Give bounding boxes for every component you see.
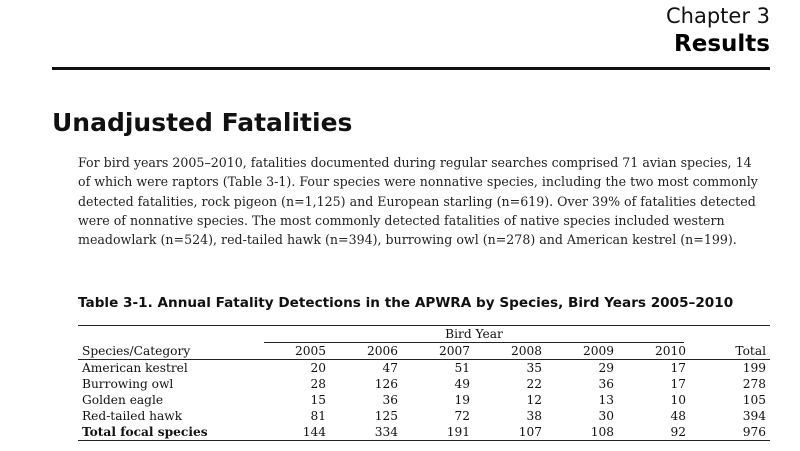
value-cell: 72 (454, 409, 470, 423)
total-cell: 278 (742, 377, 766, 391)
table-row: Burrowing owl 28 126 49 22 36 17 278 (78, 376, 770, 392)
column-header-2010: 2010 (618, 343, 690, 360)
value-cell: 30 (598, 409, 614, 423)
value-cell: 92 (618, 424, 690, 441)
value-cell: 36 (598, 377, 614, 391)
table-header-spacer (78, 325, 258, 343)
value-cell: 19 (454, 393, 470, 407)
table-row: Red-tailed hawk 81 125 72 38 30 48 394 (78, 408, 770, 424)
table-header-spacer (690, 325, 770, 343)
bird-year-group-header: Bird Year (258, 325, 690, 343)
value-cell: 47 (382, 361, 398, 375)
species-cell: Red-tailed hawk (82, 409, 183, 423)
value-cell: 334 (330, 424, 402, 441)
value-cell: 36 (382, 393, 398, 407)
species-cell: American kestrel (82, 361, 188, 375)
value-cell: 38 (526, 409, 542, 423)
column-header-species: Species/Category (78, 343, 258, 360)
total-cell: 394 (742, 409, 766, 423)
value-cell: 144 (258, 424, 330, 441)
value-cell: 49 (454, 377, 470, 391)
total-cell: 976 (690, 424, 770, 441)
value-cell: 51 (454, 361, 470, 375)
column-header-2005: 2005 (258, 343, 330, 360)
value-cell: 28 (310, 377, 326, 391)
value-cell: 12 (526, 393, 542, 407)
species-cell: Burrowing owl (82, 377, 174, 391)
column-header-2009: 2009 (546, 343, 618, 360)
value-cell: 126 (374, 377, 398, 391)
value-cell: 13 (598, 393, 614, 407)
table-total-row: Total focal species 144 334 191 107 108 … (78, 424, 770, 441)
section-heading: Unadjusted Fatalities (52, 108, 353, 137)
chapter-title: Results (674, 31, 770, 57)
value-cell: 108 (546, 424, 618, 441)
column-header-2007: 2007 (402, 343, 474, 360)
total-label-cell: Total focal species (78, 424, 258, 441)
value-cell: 125 (374, 409, 398, 423)
total-cell: 105 (742, 393, 766, 407)
table-group-header-row: Bird Year (78, 325, 770, 343)
value-cell: 17 (670, 377, 686, 391)
value-cell: 191 (402, 424, 474, 441)
value-cell: 107 (474, 424, 546, 441)
column-header-total: Total (690, 343, 770, 360)
chapter-number: Chapter 3 (666, 4, 770, 28)
table-column-header-row: Species/Category 2005 2006 2007 2008 200… (78, 343, 770, 360)
value-cell: 15 (310, 393, 326, 407)
value-cell: 20 (310, 361, 326, 375)
total-cell: 199 (742, 361, 766, 375)
fatality-table: Bird Year Species/Category 2005 2006 200… (78, 325, 770, 441)
species-cell: Golden eagle (82, 393, 164, 407)
value-cell: 17 (670, 361, 686, 375)
value-cell: 35 (526, 361, 542, 375)
value-cell: 48 (670, 409, 686, 423)
column-header-2006: 2006 (330, 343, 402, 360)
value-cell: 10 (670, 393, 686, 407)
column-header-2008: 2008 (474, 343, 546, 360)
value-cell: 81 (310, 409, 326, 423)
table-row: Golden eagle 15 36 19 12 13 10 105 (78, 392, 770, 408)
table-caption: Table 3-1. Annual Fatality Detections in… (78, 295, 734, 311)
table-row: American kestrel 20 47 51 35 29 17 199 (78, 360, 770, 377)
value-cell: 22 (526, 377, 542, 391)
body-paragraph: For bird years 2005–2010, fatalities doc… (78, 155, 758, 248)
value-cell: 29 (598, 361, 614, 375)
header-rule (52, 67, 770, 70)
